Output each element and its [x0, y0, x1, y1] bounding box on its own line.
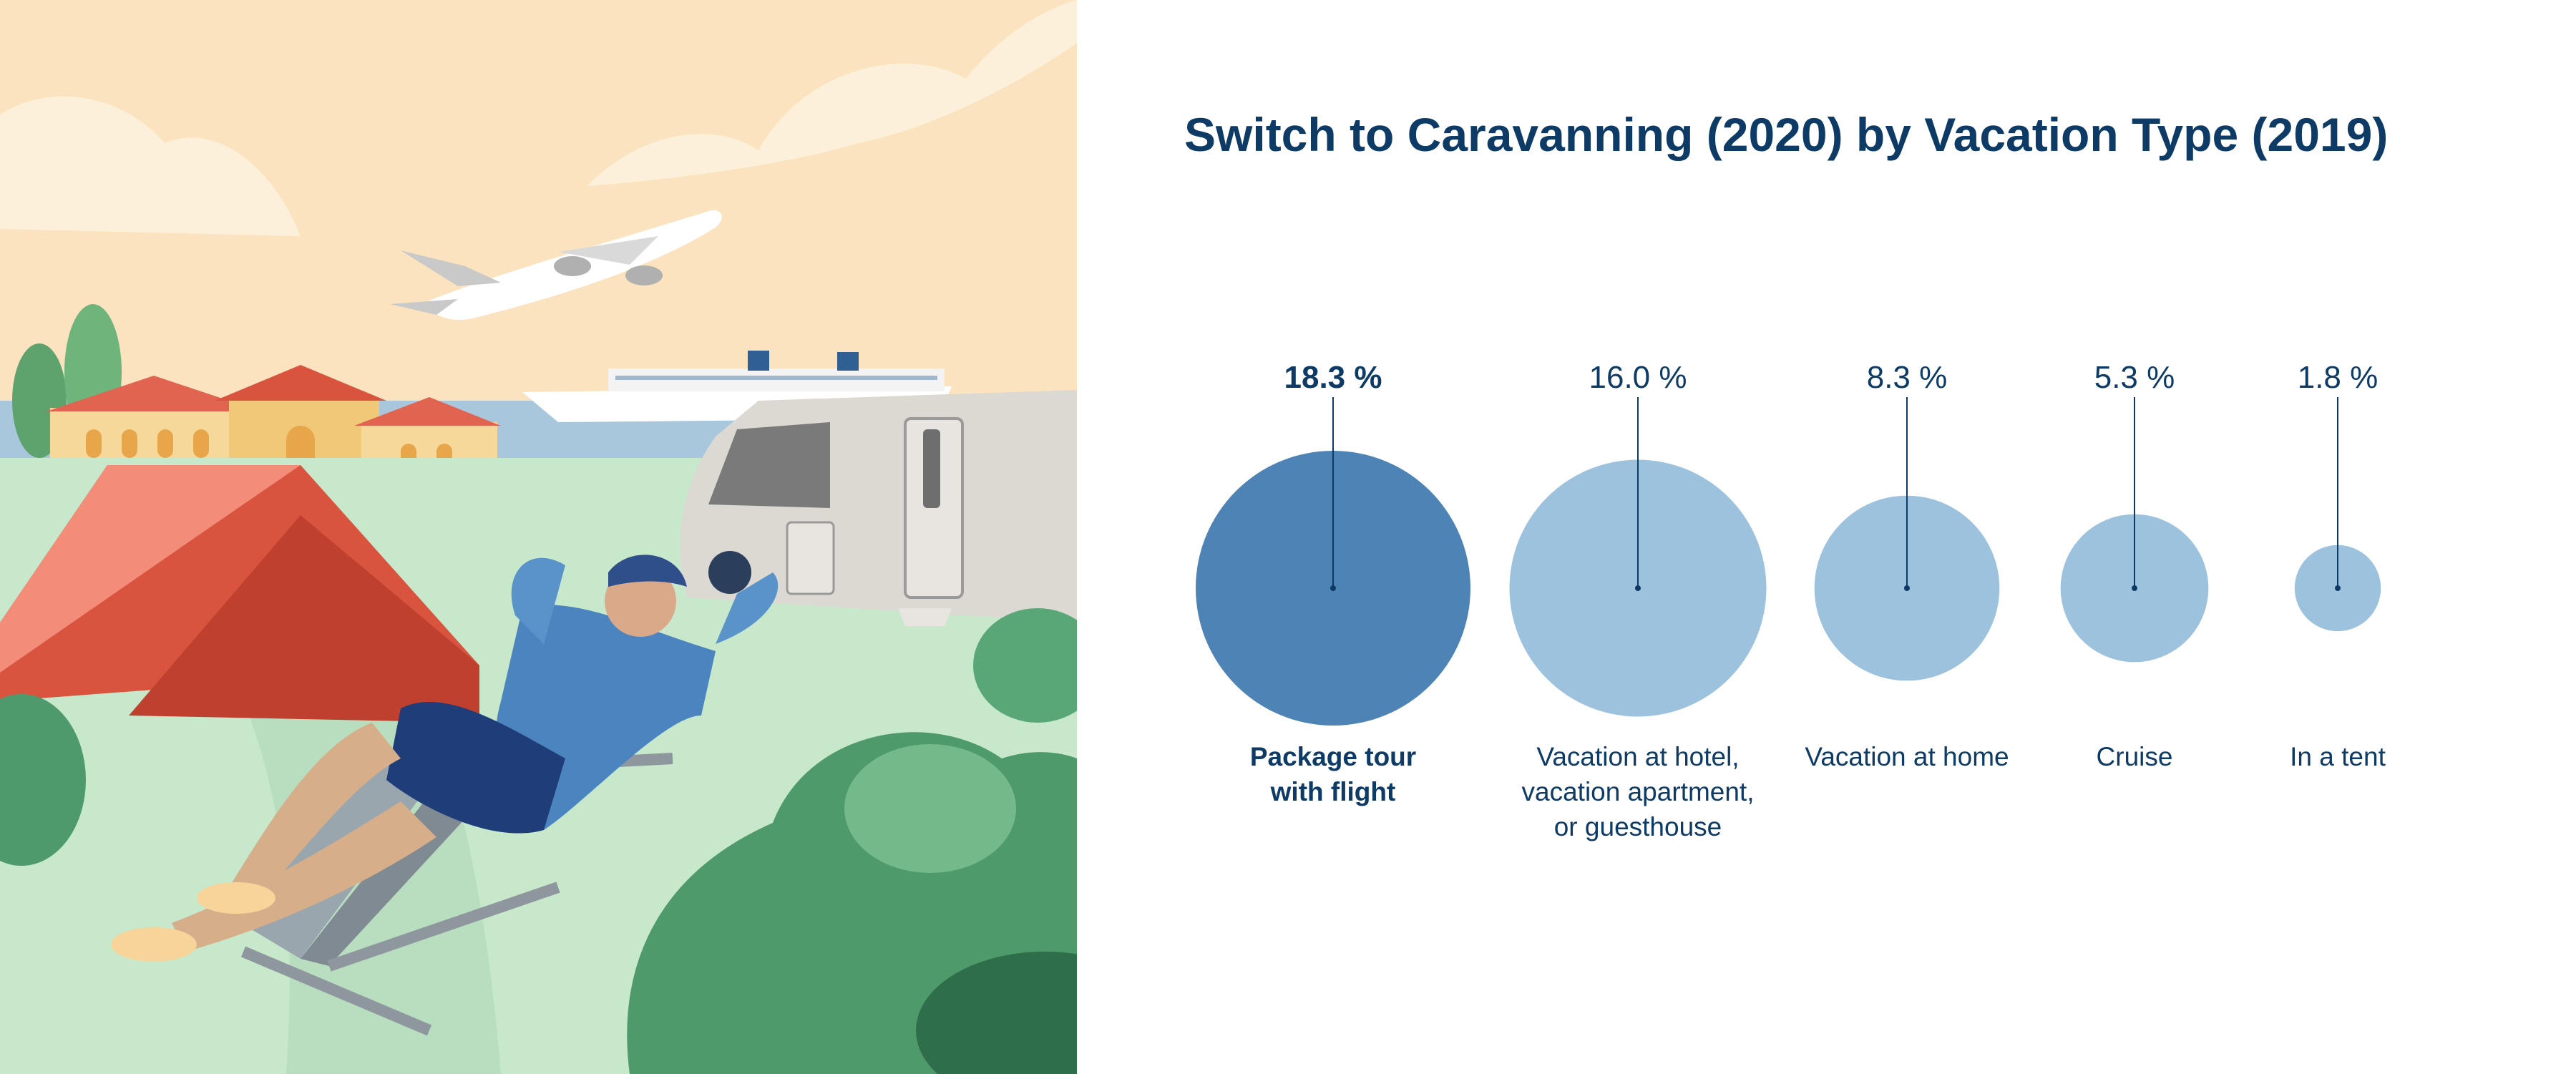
category-label-line: In a tent	[2290, 742, 2386, 771]
category-label-1: Vacation at hotel, vacation apartment, or …	[1522, 742, 1755, 841]
bush-dark	[916, 952, 1077, 1074]
category-label-line: or guesthouse	[1554, 812, 1722, 841]
value-label-2: 8.3 %	[1867, 360, 1948, 395]
cloud-right	[587, 0, 1077, 186]
caravan	[680, 390, 1077, 626]
tent	[0, 465, 479, 723]
leader-dot-1	[1635, 585, 1641, 591]
bush-left	[0, 694, 86, 866]
leader-dot-0	[1330, 585, 1336, 591]
category-label-line: Vacation at home	[1805, 742, 2009, 771]
cloud-left	[0, 96, 301, 236]
airplane	[390, 210, 722, 321]
bubble-chart: Switch to Caravanning (2020) by Vacation…	[1077, 0, 2576, 1074]
chart-title: Switch to Caravanning (2020) by Vacation…	[1184, 108, 2389, 161]
leader-dot-4	[2335, 585, 2341, 591]
category-label-4: In a tent	[2290, 742, 2386, 771]
category-label-line: Package tour	[1250, 742, 1416, 771]
leader-dot-2	[1904, 585, 1910, 591]
bubble-plot: 18.3 % Package tour with flight 16.0 % Vacat…	[1196, 360, 2386, 841]
category-label-line: Vacation at hotel,	[1536, 742, 1739, 771]
value-label-3: 5.3 %	[2094, 360, 2175, 395]
category-label-0: Package tour with flight	[1250, 742, 1416, 806]
caravanning-illustration	[0, 0, 1077, 1074]
category-label-line: Cruise	[2097, 742, 2173, 771]
value-label-4: 1.8 %	[2298, 360, 2379, 395]
category-label-line: vacation apartment,	[1522, 777, 1755, 806]
bush-top	[844, 744, 1016, 873]
category-label-line: with flight	[1270, 777, 1396, 806]
bush-right	[973, 608, 1077, 723]
relaxing-man	[111, 555, 779, 962]
value-label-0: 18.3 %	[1284, 360, 1382, 395]
value-label-1: 16.0 %	[1589, 360, 1687, 395]
category-label-2: Vacation at home	[1805, 742, 2009, 771]
category-label-3: Cruise	[2097, 742, 2173, 771]
cruise-ship	[522, 351, 952, 422]
leader-dot-3	[2132, 585, 2137, 591]
